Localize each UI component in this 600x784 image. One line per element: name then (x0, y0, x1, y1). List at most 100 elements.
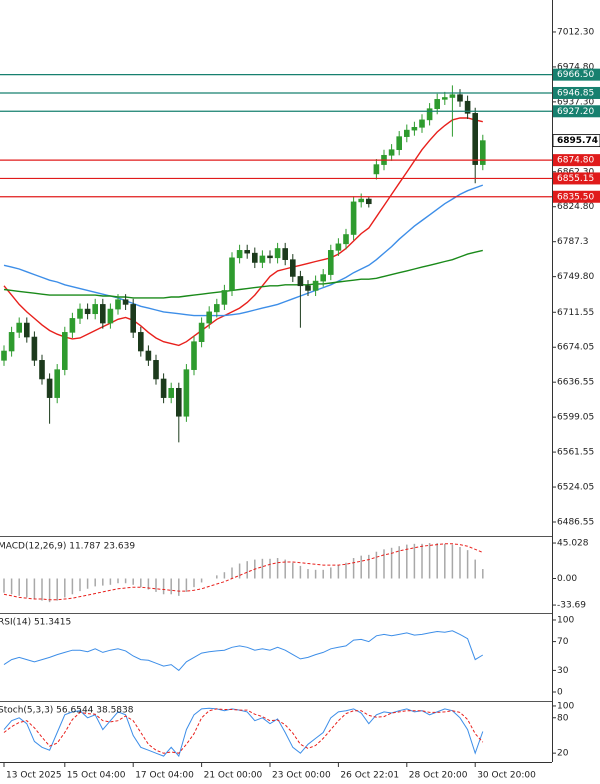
candle-body (145, 350, 152, 361)
level-label-box (553, 154, 600, 167)
macd-bar (94, 578, 96, 587)
macd-bar (132, 578, 134, 585)
level-label: 6946.85 (557, 88, 594, 98)
candle-body (69, 318, 76, 333)
candle-body (396, 136, 403, 150)
macd-bar (223, 572, 226, 579)
y-tick-label: 6937.30 (557, 97, 594, 107)
macd-bar (459, 546, 461, 579)
macd-bar (117, 578, 119, 584)
line (3, 707, 484, 758)
macd-bar (421, 543, 423, 579)
macd-bar (482, 569, 484, 579)
candle-body (441, 97, 448, 100)
macd-bar (238, 563, 241, 579)
y-tick-label: 6674.05 (557, 343, 594, 353)
y-tick-label: 0 (557, 688, 563, 698)
candle-body (92, 304, 98, 315)
candle-body (244, 250, 250, 254)
y-tick-label: 70 (557, 637, 569, 647)
candle-body (267, 255, 273, 259)
y-tick-label: 7012.30 (557, 27, 594, 37)
y-tick-label: 45.028 (557, 539, 589, 549)
level-label: 6874.80 (557, 156, 594, 166)
candle-body (122, 299, 129, 305)
line (3, 184, 484, 317)
level-label: 6927.20 (557, 107, 594, 117)
candle-body (335, 243, 342, 251)
y-tick-label: 80 (557, 713, 569, 723)
candle-body (130, 304, 136, 333)
candle-body (373, 164, 380, 175)
candle-body (312, 280, 319, 291)
candle-body (46, 378, 53, 398)
candle-body (138, 332, 144, 352)
level-label-box (553, 86, 600, 99)
line (3, 249, 483, 299)
candle-body (289, 259, 296, 277)
macd-bar (390, 547, 393, 579)
y-tick-label: 30 (557, 666, 569, 676)
level-label: 6855.15 (557, 174, 594, 184)
candle-body (206, 311, 212, 324)
macd-bar (406, 544, 408, 579)
level-label: 6966.50 (557, 70, 594, 80)
macd-bar (178, 578, 180, 596)
y-tick-label: 100 (557, 615, 574, 625)
macd-bar (474, 559, 476, 579)
macd-bar (368, 554, 370, 579)
candle-body (252, 252, 258, 263)
macd-bar (170, 578, 172, 595)
line (3, 630, 484, 672)
candle-body (320, 274, 327, 282)
y-tick-label: 6599.05 (557, 413, 594, 423)
candle-body (31, 336, 38, 361)
level-label: 6835.50 (557, 192, 594, 202)
candle-body (107, 308, 114, 324)
macd-bar (64, 578, 66, 598)
x-tick-label: 30 Oct 20:00 (477, 771, 536, 781)
macd-bar (18, 578, 20, 596)
x-tick-label: 21 Oct 00:00 (204, 771, 263, 781)
y-tick-label: 6711.55 (557, 308, 594, 318)
candle-body (449, 94, 456, 98)
macd-bar (200, 578, 203, 583)
candle-body (183, 369, 190, 417)
macd-bar (307, 569, 309, 579)
macd-bar (375, 551, 378, 579)
candle-body (350, 201, 357, 235)
level-label-box (553, 68, 600, 81)
candle-body (84, 308, 91, 315)
candle-body (221, 290, 228, 305)
macd-bar (398, 546, 400, 579)
macd-bar (246, 561, 248, 579)
macd-bar (352, 558, 355, 579)
macd-bar (231, 567, 233, 579)
candle-body (61, 332, 68, 370)
macd-bar (345, 562, 347, 579)
macd-bar (155, 578, 157, 592)
candle-body (419, 119, 425, 128)
candle-body (274, 248, 281, 259)
macd-bar (436, 543, 438, 579)
macd-bar (261, 558, 264, 579)
candle-body (388, 149, 395, 156)
candle-body (8, 332, 15, 352)
macd-bar (33, 578, 36, 599)
indicator-title: RSI(14) 51.3415 (0, 618, 71, 628)
macd-bar (314, 569, 317, 579)
macd-bar (284, 559, 286, 579)
y-tick-label: 100 (557, 701, 574, 711)
x-tick-label: 26 Oct 22:01 (340, 771, 399, 781)
candle-body (1, 350, 7, 361)
macd-bar (216, 575, 218, 579)
candle-body (426, 108, 433, 121)
macd-bar (428, 543, 431, 579)
macd-bar (276, 558, 279, 579)
candle-body (403, 129, 410, 137)
candle-body (229, 257, 235, 291)
macd-bar (451, 544, 454, 579)
